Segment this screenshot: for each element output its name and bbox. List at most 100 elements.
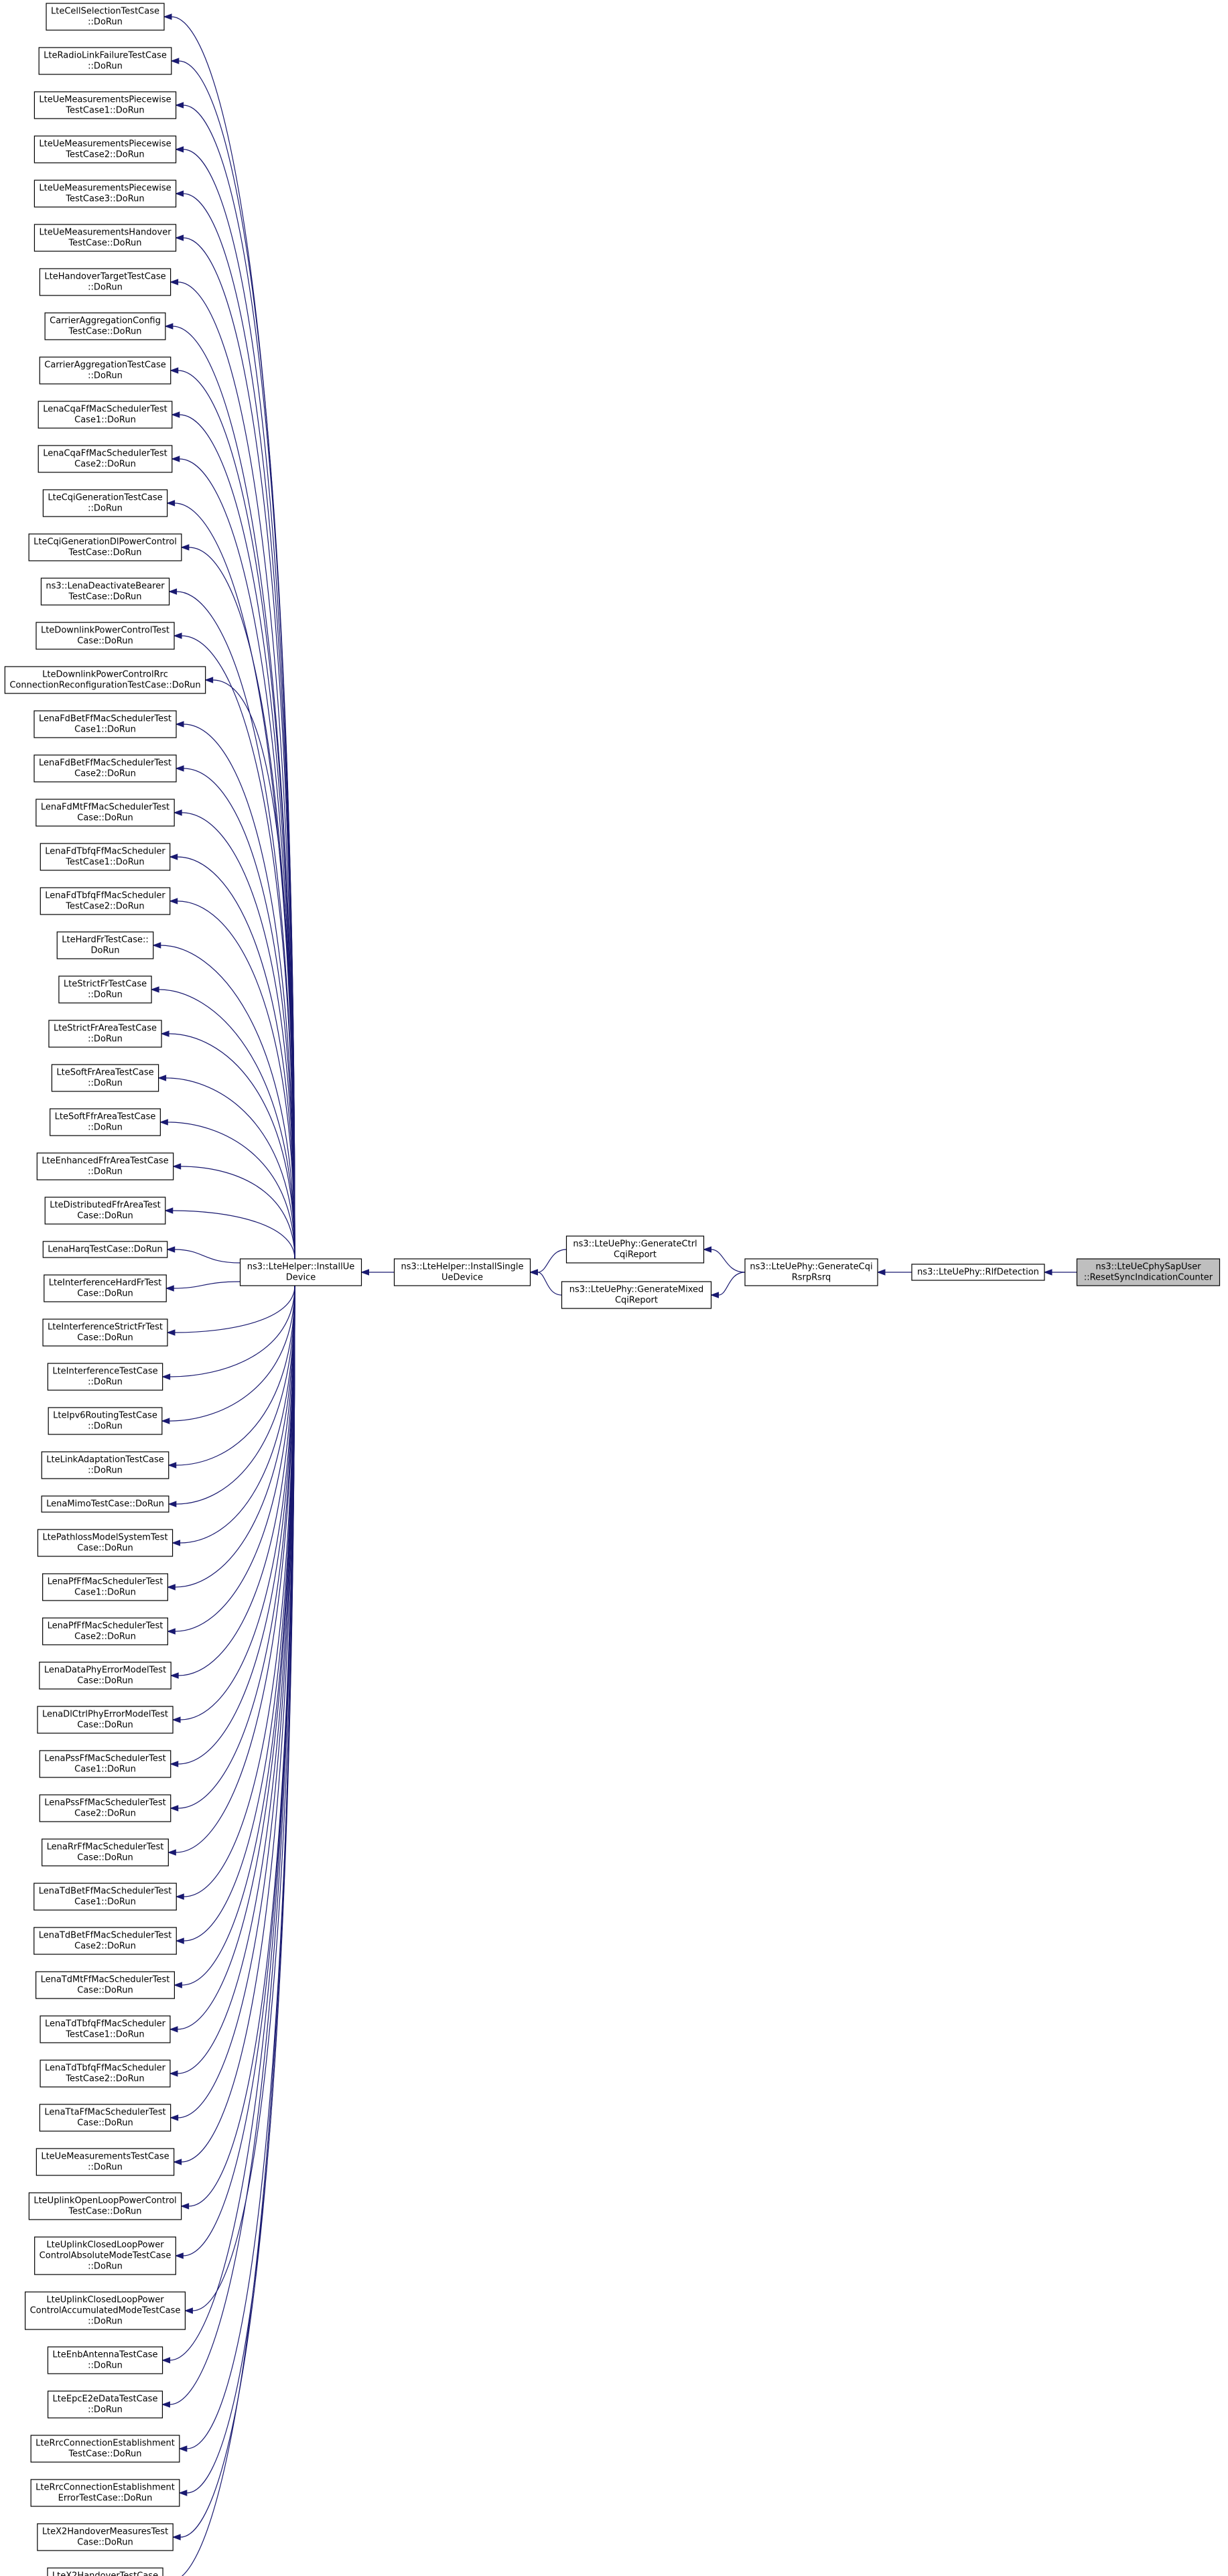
- arrowhead: [169, 2026, 178, 2033]
- edge: [181, 1285, 295, 2576]
- node-label: LteStrictFrTestCase: [64, 979, 147, 990]
- node-box: [36, 2148, 175, 2176]
- node-label: LenaTdMtFfMacSchedulerTest: [41, 1975, 170, 1985]
- node-label: ControlAccumulatedModeTestCase: [30, 2306, 181, 2316]
- node-box: [1076, 1258, 1221, 1286]
- node-box: [46, 3, 165, 31]
- node-label: Case2::DoRun: [74, 1809, 136, 1819]
- node: LteCellSelectionTestCase::DoRun: [46, 3, 165, 31]
- node-label: TestCase::DoRun: [68, 592, 141, 602]
- arrowhead: [166, 1329, 176, 1336]
- arrowhead: [159, 1119, 168, 1126]
- node-label: ::DoRun: [88, 1167, 123, 1177]
- arrowhead: [173, 632, 182, 639]
- node-label: DoRun: [91, 946, 120, 956]
- node-label: Case::DoRun: [77, 2118, 133, 2128]
- node-box: [40, 843, 171, 871]
- node-label: LenaDlCtrlPhyErrorModelTest: [42, 1710, 168, 1720]
- edge: [184, 768, 295, 1260]
- node-label: TestCase::DoRun: [68, 548, 141, 558]
- node-label: LenaCqaFfMacSchedulerTest: [43, 449, 167, 459]
- edge: [177, 900, 295, 1260]
- node-label: ::DoRun: [88, 2361, 123, 2371]
- node-label: ::DoRun: [88, 1123, 123, 1133]
- node: LteStrictFrTestCase::DoRun: [58, 975, 152, 1004]
- arrowhead: [175, 1893, 184, 1900]
- node-label: Case::DoRun: [77, 636, 133, 647]
- node-label: LenaFdTbfqFfMacScheduler: [45, 891, 165, 901]
- node-label: LteRadioLinkFailureTestCase: [44, 51, 167, 61]
- arrowhead: [172, 1540, 181, 1546]
- node-box: [42, 1617, 168, 1645]
- node-label: TestCase2::DoRun: [65, 2074, 144, 2084]
- edge: [165, 1077, 295, 1260]
- node-label: LteUeMeasurementsTestCase: [41, 2152, 169, 2162]
- edge: [174, 1249, 241, 1264]
- arrowhead: [180, 2203, 190, 2210]
- edge: [192, 1285, 295, 2311]
- arrowhead: [178, 2445, 188, 2452]
- node-label: LteUeMeasurementsPiecewise: [39, 95, 171, 105]
- node: LteHandoverTargetTestCase::DoRun: [39, 268, 172, 296]
- node-label: LteUeMeasurementsHandover: [39, 228, 172, 238]
- arrowhead: [161, 2357, 171, 2364]
- arrowhead: [160, 1030, 169, 1037]
- node-box: [39, 1662, 172, 1690]
- node-label: Case1::DoRun: [74, 1897, 136, 1907]
- node-label: ControlAbsoluteModeTestCase: [40, 2251, 172, 2261]
- edge: [184, 1285, 295, 1897]
- arrowhead: [529, 1269, 538, 1276]
- node-box: [39, 1750, 172, 1778]
- edges: [150, 13, 1077, 2576]
- arrowhead: [157, 1075, 167, 1081]
- edge: [183, 193, 295, 1260]
- arrowhead: [175, 146, 184, 153]
- node-label: LteSoftFfrAreaTestCase: [55, 1112, 156, 1122]
- arrowhead: [173, 1982, 182, 1988]
- arrowhead: [180, 544, 190, 551]
- edge: [181, 1285, 295, 2163]
- node-label: LenaPssFfMacSchedulerTest: [44, 1798, 165, 1808]
- arrowhead: [165, 1285, 174, 1292]
- node-box: [41, 1451, 169, 1479]
- node-label: TestCase3::DoRun: [65, 194, 144, 204]
- arrowhead: [174, 2252, 184, 2259]
- node-label: LteStrictFrAreaTestCase: [54, 1024, 157, 1034]
- node-box: [4, 666, 206, 694]
- arrowhead: [169, 367, 179, 374]
- node-label: LteUeMeasurementsPiecewise: [39, 184, 171, 194]
- node-label: TestCase1::DoRun: [65, 106, 144, 116]
- edge: [178, 1285, 295, 1676]
- node: LteUplinkClosedLoopPowerControlAbsoluteM…: [34, 2236, 176, 2275]
- node-label: ::DoRun: [88, 2262, 123, 2272]
- node-box: [40, 578, 170, 606]
- edge: [174, 1281, 241, 1289]
- node-label: LteDownlinkPowerControlRrc: [42, 670, 168, 680]
- edge: [183, 1285, 295, 2256]
- node-label: Case::DoRun: [77, 1720, 133, 1731]
- node-box: [30, 2435, 180, 2463]
- node-label: LenaPfFfMacSchedulerTest: [48, 1621, 163, 1631]
- node-label: ::ResetSyncIndicationCounter: [1084, 1273, 1213, 1283]
- node-label: TestCase::DoRun: [68, 2207, 141, 2217]
- edge: [711, 1249, 746, 1273]
- node-label: TestCase::DoRun: [68, 239, 141, 249]
- node-label: LenaTdBetFfMacSchedulerTest: [39, 1887, 172, 1897]
- node-label: LenaFdMtFfMacSchedulerTest: [41, 803, 169, 813]
- node-box: [42, 1318, 168, 1347]
- arrowhead: [166, 500, 176, 506]
- edge: [176, 1285, 295, 1505]
- arrowhead: [152, 942, 161, 949]
- arrowhead: [175, 102, 184, 109]
- edge: [169, 1285, 295, 2405]
- node-box: [40, 887, 171, 915]
- node-label: LteEpcE2eDataTestCase: [53, 2394, 158, 2404]
- edge: [167, 1122, 295, 1260]
